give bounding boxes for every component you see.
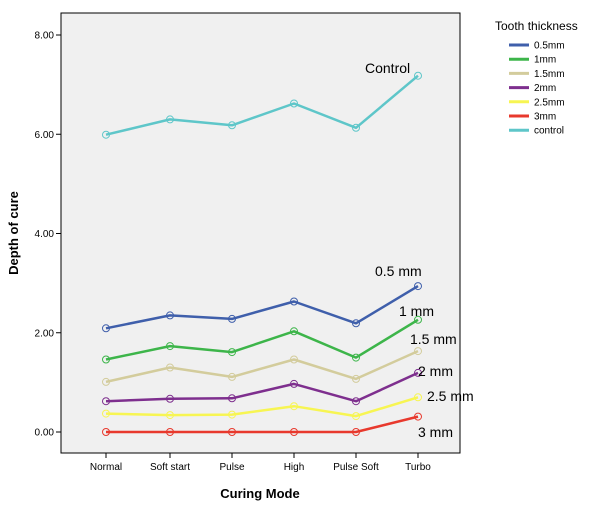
legend-label-2mm: 2mm: [534, 83, 556, 94]
data-point-3mm: [228, 428, 236, 436]
x-tick-label: High: [284, 462, 305, 473]
data-point-1.5mm: [102, 377, 110, 386]
data-point-0.5mm: [228, 314, 236, 323]
data-point-0.5mm: [290, 297, 298, 306]
annotation-1mm: 1 mm: [399, 303, 434, 319]
data-point-1.5mm: [228, 372, 236, 381]
data-point-2.5mm: [352, 412, 360, 421]
series-annotations: 0.5 mm 1 mm 1.5 mm 2 mm 2.5 mm 3 mm Control: [365, 60, 474, 440]
data-point-1mm: [166, 342, 174, 351]
series-line-3mm: [106, 415, 419, 434]
data-point-control: [352, 123, 360, 132]
annotation-0.5mm: 0.5 mm: [375, 263, 422, 279]
data-point-0.5mm: [166, 311, 174, 320]
data-point-0.5mm: [102, 324, 110, 333]
data-point-2mm: [228, 394, 236, 403]
annotation-2mm: 2 mm: [418, 363, 453, 379]
y-tick-label: 4.00: [35, 229, 55, 240]
data-point-1mm: [290, 327, 298, 336]
series-line-control: [105, 74, 419, 136]
x-axis: Normal Soft start Pulse High Pulse Soft Turbo: [90, 453, 431, 473]
data-point-1.5mm: [166, 363, 174, 372]
data-point-3mm: [166, 428, 174, 436]
x-tick-label: Normal: [90, 462, 122, 473]
data-point-1.5mm: [352, 374, 360, 383]
y-tick-label: 0.00: [35, 428, 55, 439]
series-line-1.5mm: [105, 349, 419, 384]
data-point-3mm: [414, 412, 422, 421]
data-point-2mm: [290, 379, 298, 388]
legend-label-2.5mm: 2.5mm: [534, 97, 565, 108]
data-point-control: [414, 71, 422, 80]
data-point-3mm: [352, 428, 360, 436]
data-point-1mm: [414, 315, 422, 324]
data-point-1.5mm: [290, 355, 298, 364]
data-point-2mm: [352, 397, 360, 406]
data-point-1mm: [102, 355, 110, 364]
x-tick-label: Pulse: [219, 462, 244, 473]
y-tick-label: 8.00: [35, 31, 55, 42]
legend-items: 0.5mm 1mm 1.5mm 2mm 2.5mm 3mm control: [509, 41, 565, 137]
data-point-control: [166, 115, 174, 124]
data-point-2.5mm: [290, 402, 298, 411]
y-axis: 0.00 2.00 4.00 6.00 8.00: [35, 31, 61, 439]
data-point-1mm: [352, 353, 360, 362]
data-point-2.5mm: [166, 411, 174, 420]
data-point-2mm: [102, 397, 110, 406]
x-tick-label: Turbo: [405, 462, 431, 473]
series-lines: [105, 74, 419, 434]
x-axis-title: Curing Mode: [220, 486, 299, 501]
annotation-2.5mm: 2.5 mm: [427, 388, 474, 404]
legend-label-1mm: 1mm: [534, 55, 556, 66]
annotation-3mm: 3 mm: [418, 424, 453, 440]
data-point-2.5mm: [228, 410, 236, 419]
x-tick-label: Pulse Soft: [333, 462, 379, 473]
annotation-control: Control: [365, 60, 410, 76]
data-point-2mm: [166, 394, 174, 403]
data-point-control: [228, 121, 236, 130]
series-line-1mm: [105, 318, 419, 361]
legend: Tooth thickness 0.5mm 1mm 1.5mm 2mm 2.5mm 3mm…: [495, 19, 578, 137]
x-tick-label: Soft start: [150, 462, 190, 473]
data-point-0.5mm: [414, 282, 422, 291]
data-point-2.5mm: [102, 409, 110, 418]
annotation-1.5mm: 1.5 mm: [410, 331, 457, 347]
y-tick-label: 6.00: [35, 130, 55, 141]
series-line-0.5mm: [105, 285, 419, 330]
data-point-3mm: [290, 428, 298, 436]
series-markers: [102, 71, 422, 436]
series-line-2.5mm: [105, 396, 419, 418]
legend-label-1.5mm: 1.5mm: [534, 69, 565, 80]
y-tick-label: 2.00: [35, 328, 55, 339]
data-point-control: [102, 130, 110, 139]
legend-label-0.5mm: 0.5mm: [534, 41, 565, 52]
plot-area: [60, 12, 461, 454]
data-point-3mm: [102, 428, 110, 436]
data-point-1.5mm: [414, 347, 422, 356]
data-point-control: [290, 99, 298, 108]
data-point-1mm: [228, 348, 236, 357]
legend-label-3mm: 3mm: [534, 112, 556, 123]
series-line-2mm: [105, 371, 419, 403]
data-point-2.5mm: [414, 393, 422, 402]
data-point-0.5mm: [352, 319, 360, 328]
data-point-2mm: [414, 368, 422, 377]
legend-label-control: control: [534, 126, 564, 137]
legend-title: Tooth thickness: [495, 19, 578, 33]
y-axis-title: Depth of cure: [6, 191, 21, 275]
